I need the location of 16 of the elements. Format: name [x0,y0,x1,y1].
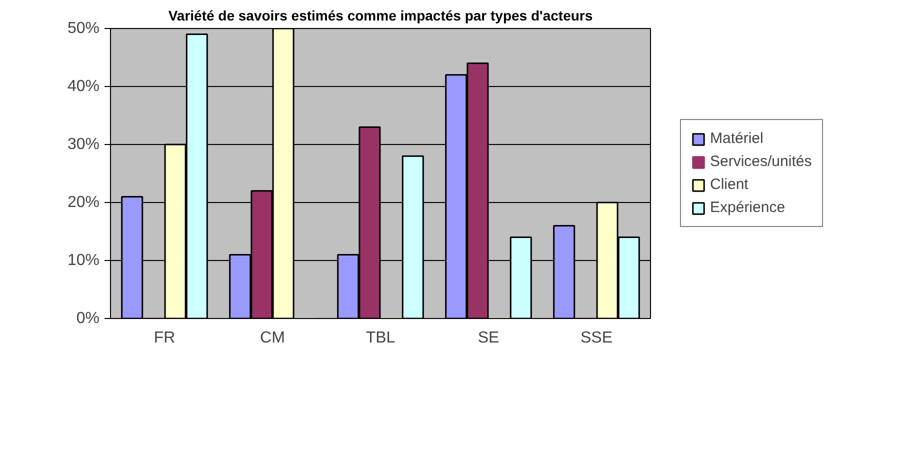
x-tick-label: SE [478,330,500,346]
y-tick-label: 40% [67,78,100,95]
legend-label: Expérience [710,199,786,216]
x-tick-label: TBL [366,330,396,346]
y-tick-label: 20% [67,194,100,211]
legend-label: Client [710,176,748,193]
x-tick-label: FR [154,330,176,346]
y-tick-label: 0% [76,310,100,327]
y-tick-label: 30% [67,136,100,153]
legend-label: Services/unités [710,153,812,170]
x-tick-label: SSE [580,330,613,346]
x-tick-label: CM [260,330,285,346]
chart-title: Variété de savoirs estimés comme impactés par types d'acteurs [168,8,593,24]
y-tick-label: 50% [67,20,100,37]
legend-label: Matériel [710,130,764,147]
y-tick-label: 10% [67,252,100,269]
